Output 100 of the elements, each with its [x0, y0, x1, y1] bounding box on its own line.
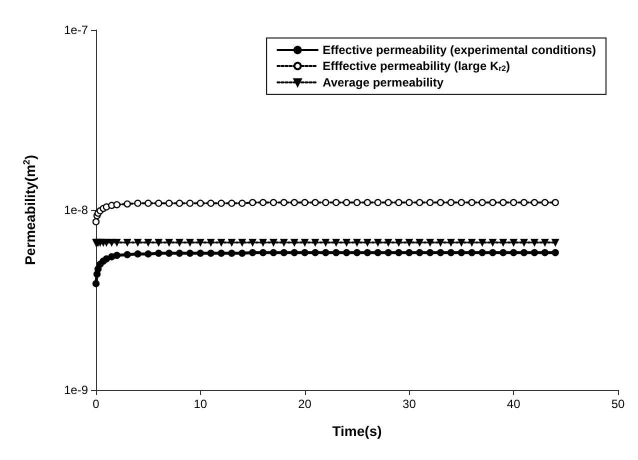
x-tick-label: 10 [194, 397, 208, 411]
point [207, 200, 214, 207]
point [259, 198, 267, 206]
point [207, 238, 214, 246]
point [165, 200, 173, 207]
point [530, 248, 538, 256]
point [436, 238, 444, 246]
point [218, 238, 225, 246]
point [384, 238, 392, 246]
point [186, 238, 194, 246]
point [406, 198, 413, 206]
point [426, 238, 434, 246]
legend-label: Effective permeability (experimental conditions) [322, 43, 596, 57]
point [478, 238, 486, 246]
point [238, 200, 246, 207]
point [384, 198, 392, 206]
point [92, 218, 100, 226]
point [374, 198, 382, 206]
point [353, 198, 361, 206]
point [364, 198, 372, 206]
point [259, 238, 267, 246]
point [259, 248, 267, 256]
point [312, 238, 319, 246]
point [249, 238, 256, 246]
point [332, 248, 340, 256]
point [186, 200, 194, 207]
point [113, 252, 120, 259]
point [186, 250, 194, 257]
point [228, 200, 236, 207]
x-tick-label: 30 [402, 397, 416, 411]
point [406, 248, 413, 256]
point [108, 253, 116, 260]
point [290, 238, 298, 246]
point [301, 248, 308, 256]
point [92, 280, 100, 288]
point [134, 250, 142, 258]
point [312, 248, 319, 256]
point [447, 238, 455, 246]
point [541, 198, 549, 206]
point [176, 238, 184, 246]
point [447, 198, 455, 206]
point [134, 200, 142, 207]
point [489, 198, 496, 206]
point [500, 238, 507, 246]
point [520, 248, 528, 256]
point [228, 250, 236, 257]
x-tick-label: 20 [298, 397, 312, 411]
point [416, 198, 424, 206]
point [144, 238, 152, 246]
point [322, 198, 330, 206]
y-tick-label: 1e-7 [64, 23, 88, 37]
y-tick-label: 1e-8 [64, 203, 88, 217]
point [280, 238, 288, 246]
point [426, 248, 434, 256]
point [165, 238, 173, 246]
point [332, 198, 340, 206]
point [510, 248, 518, 256]
point [249, 248, 256, 256]
point [113, 238, 120, 246]
point [468, 198, 476, 206]
point [301, 198, 308, 206]
point [436, 198, 444, 206]
point [108, 238, 116, 246]
point [301, 238, 308, 246]
point [144, 200, 152, 207]
point [238, 250, 246, 257]
y-tick-label: 1e-9 [64, 383, 88, 397]
point [312, 198, 319, 206]
point [322, 238, 330, 246]
point [353, 238, 361, 246]
point [468, 248, 476, 256]
point [374, 248, 382, 256]
point [113, 201, 120, 208]
point [290, 198, 298, 206]
point [207, 250, 214, 257]
point [510, 198, 518, 206]
point [489, 238, 496, 246]
point [196, 238, 204, 246]
point [520, 238, 528, 246]
x-tick-label: 40 [506, 397, 521, 411]
point [353, 248, 361, 256]
point [541, 248, 549, 256]
point [290, 248, 298, 256]
point [530, 198, 538, 206]
point [342, 198, 350, 206]
y-axis-title: Permeability(m2) [22, 154, 38, 266]
point [530, 238, 538, 246]
point [196, 200, 204, 207]
point [155, 200, 162, 207]
point [228, 238, 236, 246]
point [489, 248, 496, 256]
point [395, 238, 402, 246]
point [364, 238, 372, 246]
point [134, 238, 142, 246]
point [342, 238, 350, 246]
point [478, 198, 486, 206]
point [218, 200, 225, 207]
point [458, 198, 465, 206]
x-tick-label: 50 [611, 397, 625, 411]
point [552, 248, 559, 256]
